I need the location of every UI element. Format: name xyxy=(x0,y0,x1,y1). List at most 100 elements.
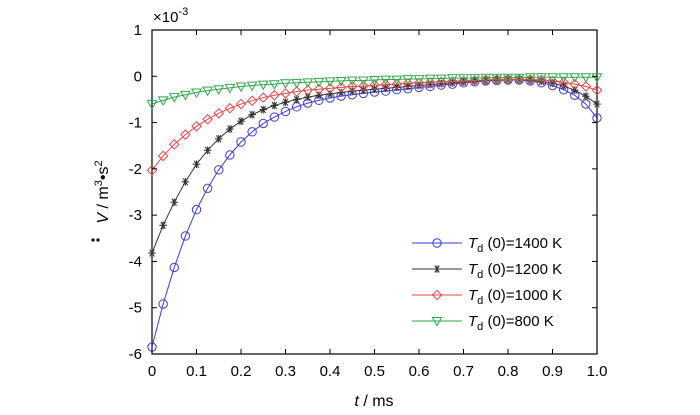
data-point xyxy=(202,183,213,193)
data-point xyxy=(180,129,191,140)
data-point xyxy=(324,77,336,87)
data-point xyxy=(202,86,214,97)
data-point xyxy=(281,98,290,107)
data-point xyxy=(246,81,258,92)
data-point xyxy=(269,112,280,122)
data-point xyxy=(148,249,156,257)
data-point xyxy=(580,81,592,92)
data-point xyxy=(431,289,443,301)
data-point xyxy=(424,76,436,88)
data-point xyxy=(280,79,291,89)
data-point xyxy=(358,80,369,92)
x-axis-title: t / ms xyxy=(354,393,393,410)
legend-entry-1: Td (0)=1400 K xyxy=(412,235,562,255)
data-point xyxy=(302,78,314,88)
data-point xyxy=(413,75,425,85)
data-point xyxy=(424,74,436,85)
data-point xyxy=(380,79,391,90)
data-point xyxy=(191,120,202,132)
data-point xyxy=(179,90,191,101)
x-tick-label: 0.9 xyxy=(542,363,563,380)
data-point xyxy=(324,83,336,94)
svg-text:V / m3•s2: V / m3•s2 xyxy=(93,160,112,223)
data-point xyxy=(432,238,442,248)
y-tick-label: -4 xyxy=(129,253,142,270)
data-point xyxy=(346,81,358,92)
data-point xyxy=(303,93,312,101)
data-point xyxy=(559,82,568,90)
legend-label: Td (0)=1000 K xyxy=(468,287,562,307)
data-point xyxy=(257,80,269,91)
data-point xyxy=(469,75,480,86)
data-point xyxy=(203,146,212,155)
x-tick-label: 0.3 xyxy=(275,363,296,380)
data-point xyxy=(224,83,236,94)
data-point xyxy=(502,73,514,84)
data-point xyxy=(369,76,380,86)
data-point xyxy=(259,105,268,114)
data-point xyxy=(569,78,581,90)
data-point xyxy=(435,76,447,88)
x-tick-label: 0.5 xyxy=(364,363,385,380)
data-point xyxy=(226,125,234,133)
data-point xyxy=(247,127,257,137)
data-point xyxy=(213,108,225,119)
data-point xyxy=(291,86,302,97)
data-point xyxy=(292,95,301,104)
data-point xyxy=(335,76,347,87)
data-point xyxy=(291,78,303,89)
legend-entry-4: Td (0)=800 K xyxy=(412,313,554,333)
x-tick-label: 0.8 xyxy=(498,363,519,380)
legend-entry-2: Td (0)=1200 K xyxy=(412,261,562,281)
data-point xyxy=(392,83,401,92)
series-line xyxy=(151,79,598,348)
y-axis-title-sup2: 2 xyxy=(93,160,105,166)
svg-text:t / ms: t / ms xyxy=(354,393,393,410)
data-point xyxy=(326,90,334,98)
data-point xyxy=(524,74,536,85)
x-tick-label: 1.0 xyxy=(587,363,608,380)
y-tick-label: -5 xyxy=(129,300,142,317)
data-point xyxy=(168,139,180,150)
data-point xyxy=(524,73,536,83)
data-point xyxy=(593,100,601,108)
x-tick-label: 0.1 xyxy=(186,363,207,380)
data-point xyxy=(402,75,414,85)
data-point xyxy=(536,74,547,86)
data-point xyxy=(480,73,492,84)
data-point xyxy=(270,101,279,110)
x-tick-label: 0.4 xyxy=(320,363,341,380)
axes-layer: 0 0.1 0.2 0.3 0.4 0.5 0.6 0.7 0.8 0.9 1.0 1 0 -1 -2 -3 -… xyxy=(129,22,608,380)
x-axis-title-unit: / ms xyxy=(359,393,394,410)
x-tick-label: 0.7 xyxy=(453,363,474,380)
data-point xyxy=(582,92,590,100)
data-point xyxy=(158,299,168,309)
data-point xyxy=(548,79,557,88)
data-point xyxy=(547,73,558,83)
x-axis-title-var: t xyxy=(354,393,359,410)
y-axis-title-dot-accent xyxy=(91,238,100,242)
data-point xyxy=(315,91,323,100)
data-point xyxy=(431,317,443,327)
data-point xyxy=(591,73,603,83)
data-point xyxy=(404,82,412,91)
series-line xyxy=(151,79,598,254)
y-axis-title-mid: •s xyxy=(95,167,112,181)
data-point xyxy=(391,78,403,90)
x-tick-label: 0.2 xyxy=(231,363,252,380)
data-point xyxy=(313,83,325,95)
data-point xyxy=(580,73,592,83)
y-axis-title-unit: / m xyxy=(95,186,112,213)
data-point xyxy=(569,73,581,83)
data-point xyxy=(458,74,469,84)
data-point xyxy=(547,75,558,87)
data-point xyxy=(180,231,191,241)
y-tick-label: -3 xyxy=(129,207,142,224)
data-point xyxy=(157,96,169,106)
svg-text:×10-3: ×10-3 xyxy=(153,6,188,26)
data-point xyxy=(433,265,441,273)
data-point xyxy=(236,137,246,147)
data-point xyxy=(192,160,201,169)
data-point xyxy=(447,76,458,87)
